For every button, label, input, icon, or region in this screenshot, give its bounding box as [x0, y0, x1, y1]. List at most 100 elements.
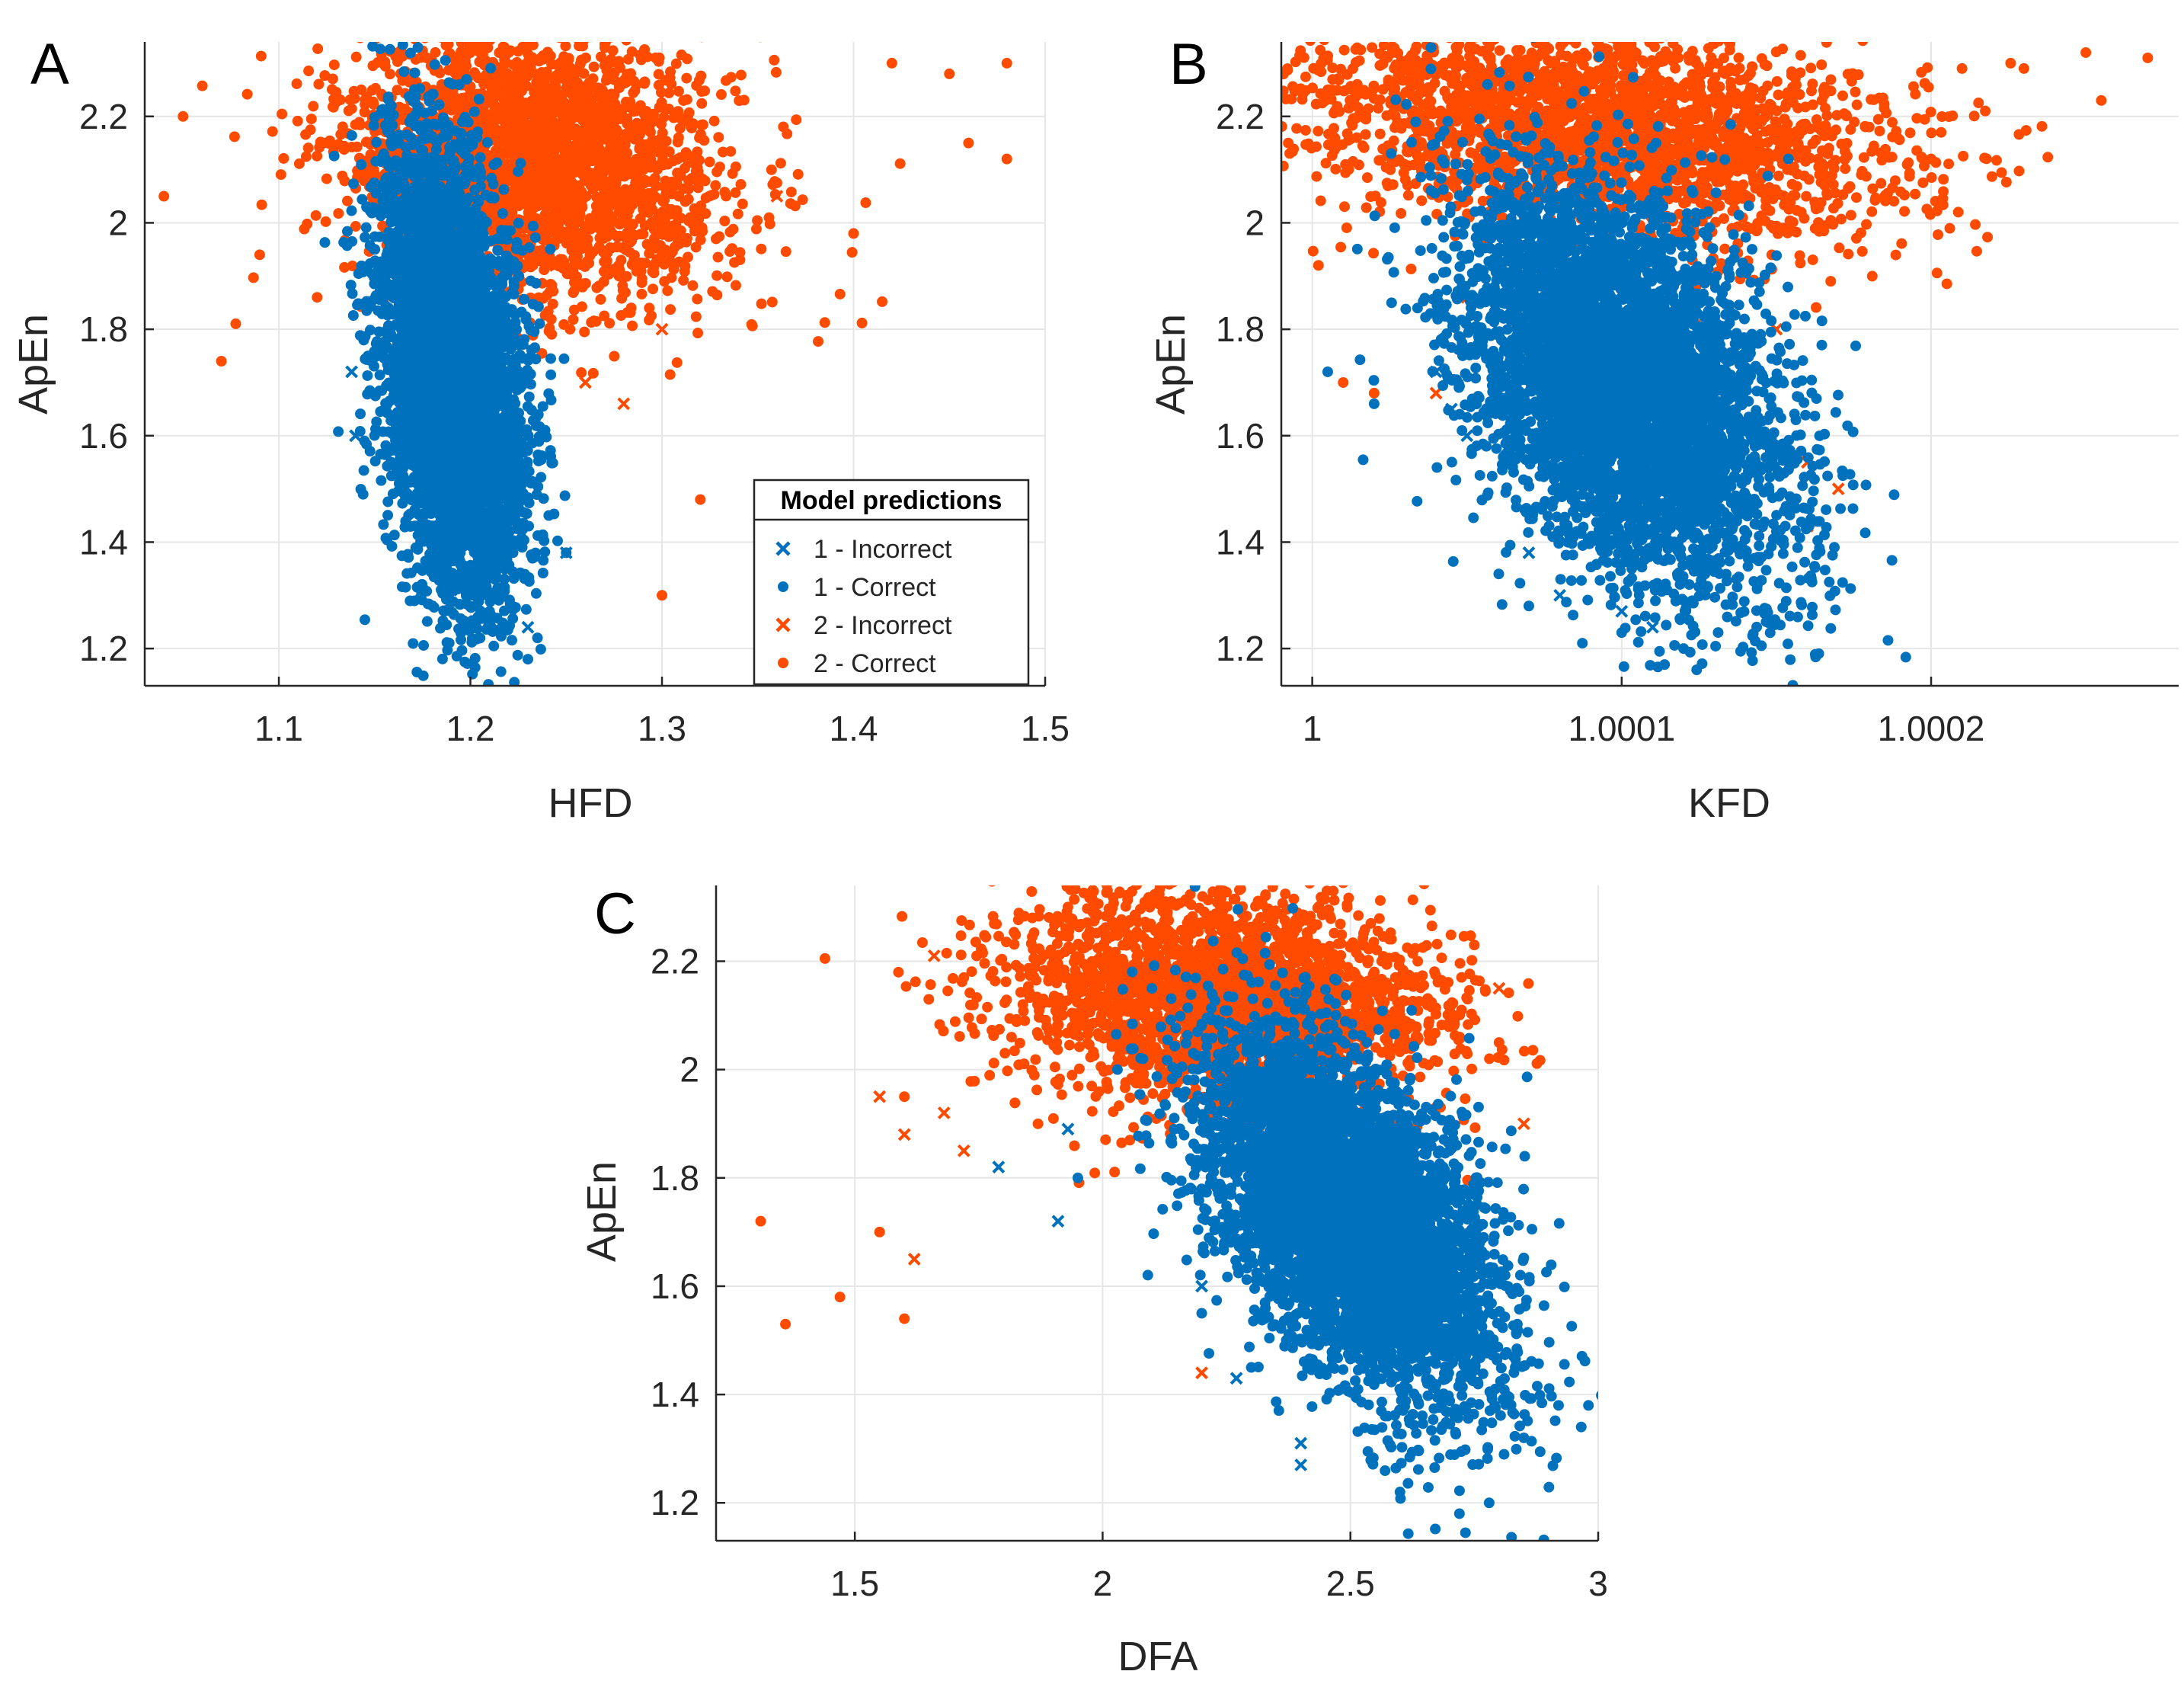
point-correct [616, 204, 627, 216]
point-correct [636, 288, 648, 299]
point-correct [473, 94, 484, 105]
point-correct [713, 132, 724, 143]
point-correct [647, 266, 658, 277]
point-correct [177, 110, 189, 122]
point-correct [944, 68, 955, 79]
panel-a-letter: A [30, 32, 69, 97]
point-correct [678, 94, 689, 106]
point-correct [485, 13, 496, 24]
point-correct [527, 14, 538, 24]
point-correct [687, 280, 699, 291]
point-correct [505, 107, 516, 119]
point-correct [312, 292, 323, 303]
point-correct [622, 235, 633, 246]
point-correct [860, 197, 871, 209]
point-correct [695, 129, 706, 140]
point-correct [497, 45, 509, 56]
point-correct [603, 216, 615, 227]
point-correct [673, 132, 684, 143]
point-correct [526, 194, 538, 205]
point-correct [542, 686, 553, 696]
point-correct [554, 0, 564, 10]
point-correct [595, 102, 606, 114]
point-correct [464, 42, 475, 52]
point-correct [1001, 57, 1012, 69]
point-correct [797, 194, 808, 206]
point-correct [513, 166, 524, 178]
point-correct [436, 42, 438, 43]
point-correct [611, 242, 622, 253]
point-correct [552, 59, 563, 71]
point-correct [551, 87, 562, 98]
point-correct [533, 56, 545, 67]
point-correct [515, 158, 526, 169]
point-correct [621, 128, 632, 139]
point-correct [588, 61, 600, 72]
point-correct [894, 158, 906, 169]
point-correct [646, 216, 657, 228]
point-correct [527, 252, 539, 264]
point-correct [456, 645, 468, 656]
point-correct [886, 57, 897, 69]
point-correct [558, 188, 569, 200]
point-correct [673, 167, 684, 178]
point-correct [636, 273, 648, 284]
point-incorrect [579, 376, 592, 389]
point-correct [339, 0, 350, 8]
point-correct [647, 134, 658, 146]
point-correct [550, 25, 561, 36]
point-correct [657, 590, 668, 601]
point-correct [275, 169, 286, 181]
point-correct [303, 66, 315, 77]
point-correct [591, 282, 603, 293]
point-correct [649, 172, 660, 184]
point-correct [539, 160, 550, 171]
point-correct [548, 158, 559, 169]
point-correct [300, 129, 312, 140]
point-correct [1001, 153, 1012, 165]
point-correct [715, 89, 727, 101]
point-correct [644, 123, 655, 135]
point-correct [627, 320, 638, 331]
point-correct [846, 247, 858, 258]
point-correct [350, 221, 361, 232]
point-correct [197, 80, 208, 91]
point-correct [536, 146, 548, 158]
point-correct [778, 121, 789, 133]
point-correct [254, 249, 265, 261]
point-correct [158, 190, 170, 202]
point-correct [299, 223, 310, 235]
point-correct [752, 215, 763, 226]
point-incorrect [770, 190, 784, 203]
point-correct [278, 152, 289, 164]
point-correct [613, 56, 625, 67]
point-correct [501, 242, 513, 253]
point-correct [641, 105, 652, 117]
point-correct [576, 367, 587, 379]
point-correct [613, 78, 625, 90]
point-correct [695, 494, 706, 505]
point-correct [539, 546, 551, 558]
point-correct [514, 80, 526, 91]
point-correct [737, 198, 748, 210]
point-correct [638, 204, 649, 216]
point-correct [616, 255, 627, 266]
point-correct [545, 313, 557, 325]
point-correct [714, 162, 725, 173]
point-correct [558, 51, 570, 62]
point-correct [376, 475, 387, 486]
point-correct [460, 92, 472, 104]
point-incorrect [655, 322, 669, 336]
point-correct [366, 85, 378, 96]
point-correct [963, 137, 974, 149]
point-correct [484, 42, 495, 46]
point-correct [631, 169, 642, 181]
point-correct [552, 139, 564, 151]
point-correct [475, 1, 486, 11]
point-correct [408, 638, 419, 649]
point-correct [293, 158, 305, 169]
point-correct [561, 78, 573, 90]
point-correct [357, 42, 364, 43]
point-correct [471, 42, 478, 43]
point-correct [568, 287, 579, 298]
